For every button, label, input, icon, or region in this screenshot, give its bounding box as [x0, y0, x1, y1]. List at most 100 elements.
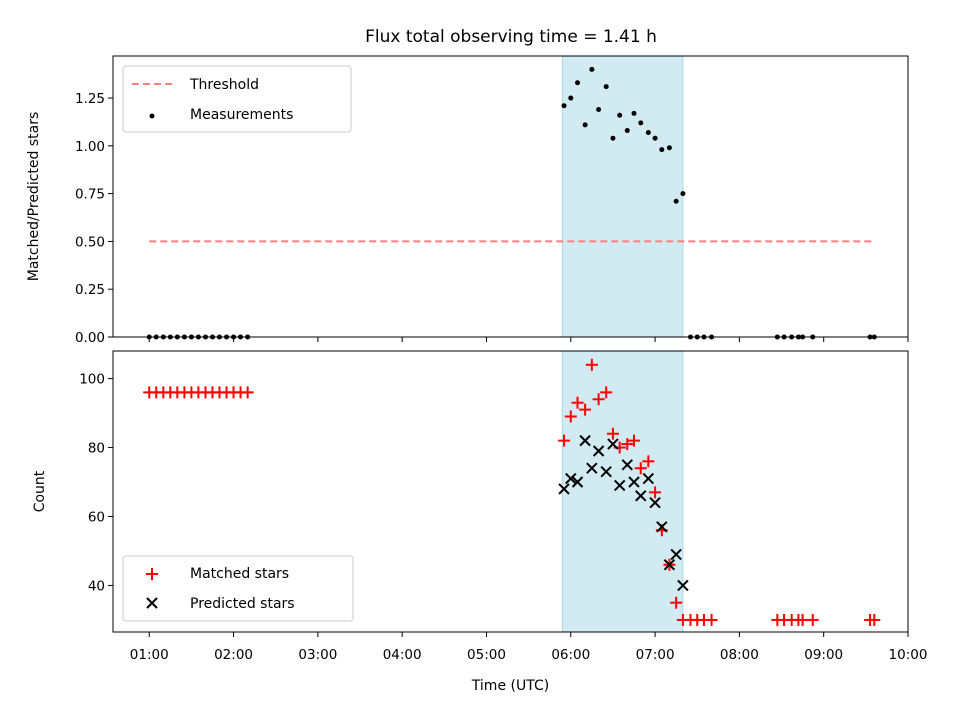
bottom-y-axis-label: Count	[32, 470, 48, 512]
x-tick-label: 03:00	[298, 647, 337, 663]
predicted-star-stroke	[642, 472, 655, 485]
legend-matched-label: Matched stars	[190, 566, 289, 582]
predicted-star-stroke	[579, 434, 591, 447]
matched-star-point	[558, 434, 571, 447]
measurement-point	[680, 191, 686, 197]
bottom-axes-frame	[112, 350, 909, 633]
x-tick-label: 02:00	[214, 647, 253, 663]
measurement-point	[610, 135, 616, 141]
measurement-point	[582, 122, 588, 128]
matched-star-point	[705, 613, 718, 626]
predicted-star-stroke	[613, 479, 626, 492]
matched-star-point	[241, 386, 254, 399]
measurement-point	[638, 120, 644, 126]
predicted-star-point	[613, 479, 626, 492]
y-tick-label: 0.25	[75, 282, 105, 298]
predicted-star-point	[565, 472, 577, 485]
measurement-point	[561, 103, 567, 109]
predicted-star-stroke	[663, 559, 676, 571]
legend-measurements-swatch	[149, 113, 155, 119]
measurement-point	[596, 107, 602, 113]
x-tick-label: 09:00	[804, 647, 843, 663]
bottom-legend-box	[122, 555, 354, 622]
measurement-point	[666, 145, 672, 151]
matched-star-point	[670, 596, 683, 609]
predicted-star-point	[677, 579, 689, 592]
top-y-ticks: 0.00 0.25 0.50 0.75 1.00 1.25	[75, 91, 113, 346]
x-tick-label: 05:00	[467, 647, 506, 663]
measurement-point	[603, 84, 609, 90]
matched-star-point	[621, 438, 634, 451]
predicted-star-point	[656, 521, 668, 533]
chart-title: Flux total observing time = 1.41 h	[365, 27, 657, 47]
bottom-series	[143, 358, 881, 626]
matched-star-point	[796, 613, 809, 626]
predicted-star-stroke	[565, 472, 577, 485]
predicted-star-stroke	[677, 579, 689, 592]
legend-measurements-label: Measurements	[190, 107, 293, 123]
predicted-star-stroke	[607, 438, 619, 450]
predicted-star-stroke	[571, 476, 584, 488]
top-shaded-region	[561, 55, 684, 338]
y-tick-label: 0.50	[75, 234, 105, 250]
top-panel: 0.00 0.25 0.50 0.75 1.00 1.25 Matched/Predict…	[26, 55, 909, 346]
predicted-star-point	[670, 548, 682, 561]
legend-threshold-label: Threshold	[189, 77, 259, 93]
matched-star-point	[564, 410, 577, 423]
predicted-star-stroke	[670, 548, 682, 561]
predicted-star-stroke	[621, 459, 633, 471]
x-tick-label: 01:00	[130, 647, 169, 663]
top-legend: Threshold Measurements	[122, 65, 352, 133]
measurement-point	[652, 135, 658, 141]
measurement-point	[645, 129, 651, 135]
predicted-star-stroke	[635, 490, 647, 502]
y-tick-label: 40	[88, 578, 105, 594]
predicted-star-stroke	[586, 462, 598, 474]
y-tick-label: 60	[88, 509, 105, 525]
matched-star-point	[592, 393, 605, 406]
x-tick-label: 08:00	[720, 647, 759, 663]
y-tick-label: 1.25	[75, 91, 105, 107]
matched-star-point	[642, 455, 655, 468]
predicted-star-point	[607, 438, 619, 450]
predicted-star-point	[571, 476, 584, 488]
top-y-axis-label: Matched/Predicted stars	[26, 112, 42, 282]
matched-star-point	[628, 434, 641, 447]
predicted-star-point	[628, 476, 640, 488]
measurement-point	[617, 112, 623, 118]
top-legend-box	[122, 65, 352, 133]
x-tick-label: 07:00	[636, 647, 675, 663]
matched-star-point	[606, 427, 619, 440]
predicted-star-point	[663, 559, 676, 571]
predicted-star-stroke	[656, 521, 668, 533]
measurement-point	[575, 80, 581, 86]
y-tick-label: 0.75	[75, 187, 105, 203]
y-tick-label: 1.00	[75, 139, 105, 155]
matched-star-point	[579, 403, 592, 416]
matched-star-point	[585, 358, 598, 371]
predicted-star-point	[635, 490, 647, 502]
predicted-star-stroke	[592, 445, 605, 457]
legend-matched-swatch	[146, 568, 158, 580]
predicted-star-point	[621, 459, 633, 471]
predicted-star-point	[642, 472, 655, 485]
y-tick-label: 0.00	[75, 330, 105, 346]
predicted-star-point	[600, 465, 612, 478]
matched-star-point	[571, 396, 584, 409]
predicted-star-stroke	[628, 476, 640, 488]
top-axes-frame	[112, 55, 909, 338]
y-tick-label: 100	[79, 372, 105, 388]
measurement-point	[624, 128, 630, 134]
measurement-point	[673, 198, 679, 204]
bottom-x-ticks: 01:00 02:00 03:00 04:00 05:00 06:00 07:00 08:00…	[130, 632, 927, 663]
matched-star-point	[600, 386, 613, 399]
predicted-star-point	[558, 483, 570, 495]
x-axis-label: Time (UTC)	[471, 678, 549, 694]
legend-predicted-swatch	[146, 597, 158, 609]
x-tick-label: 04:00	[383, 647, 422, 663]
x-tick-label: 06:00	[551, 647, 590, 663]
predicted-star-point	[579, 434, 591, 447]
bottom-y-ticks: 40 60 80 100	[79, 372, 113, 594]
bottom-legend: Matched stars Predicted stars	[122, 555, 354, 622]
